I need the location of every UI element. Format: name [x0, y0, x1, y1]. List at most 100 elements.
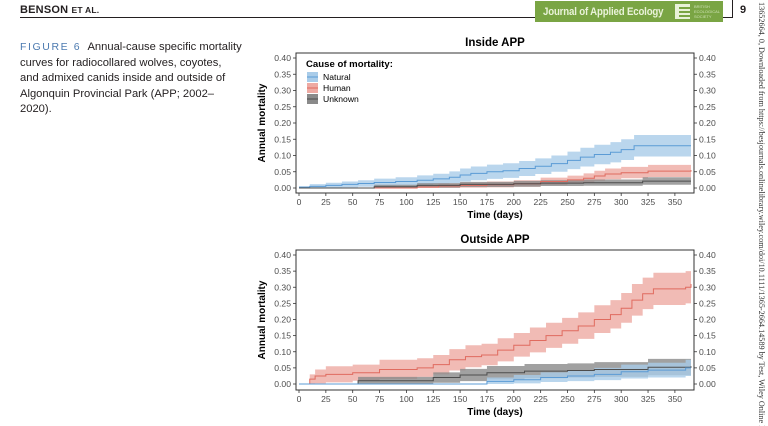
y-tick-label-right: 0.00	[699, 183, 716, 193]
x-tick-label: 350	[668, 197, 683, 207]
y-tick-label-left: 0.10	[274, 151, 291, 161]
y-tick-label-right: 0.30	[699, 86, 716, 96]
x-tick-label: 250	[560, 197, 575, 207]
page-divider	[732, 0, 733, 18]
y-tick-label-left: 0.05	[274, 363, 291, 373]
y-tick-label-left: 0.25	[274, 298, 291, 308]
y-axis-title: Annual mortality	[257, 83, 268, 162]
x-tick-label: 250	[560, 394, 575, 404]
y-tick-label-left: 0.15	[274, 134, 291, 144]
chart-title: Outside APP	[460, 234, 530, 246]
y-tick-label-left: 0.35	[274, 266, 291, 276]
y-tick-label-right: 0.30	[699, 282, 716, 292]
y-tick-label-right: 0.10	[699, 151, 716, 161]
figure-label: FIGURE 6	[20, 41, 82, 53]
y-tick-label-right: 0.35	[699, 69, 716, 79]
y-tick-label-right: 0.25	[699, 298, 716, 308]
y-tick-label-right: 0.20	[699, 315, 716, 325]
x-tick-label: 150	[453, 197, 468, 207]
author-suffix: ET AL.	[71, 5, 100, 15]
y-tick-label-right: 0.25	[699, 102, 716, 112]
header-rule	[20, 17, 535, 18]
x-tick-label: 200	[507, 197, 522, 207]
society-text: BRITISH ECOLOGICAL SOCIETY	[694, 4, 720, 19]
x-tick-label: 125	[426, 197, 441, 207]
x-tick-label: 350	[668, 394, 683, 404]
x-tick-label: 75	[375, 197, 385, 207]
y-tick-label-right: 0.05	[699, 363, 716, 373]
x-tick-label: 50	[348, 197, 358, 207]
step-line-natural	[299, 367, 691, 385]
author-name: BENSON	[20, 4, 69, 16]
step-line-human	[299, 170, 692, 189]
y-tick-label-left: 0.00	[274, 379, 291, 389]
x-tick-label: 325	[641, 197, 656, 207]
y-tick-label-right: 0.10	[699, 347, 716, 357]
society-logo-icon	[675, 4, 690, 19]
plot-frame	[295, 249, 695, 391]
running-head: BENSON ET AL.	[20, 4, 99, 16]
x-tick-label: 175	[480, 197, 495, 207]
x-tick-label: 100	[399, 394, 414, 404]
x-tick-label: 275	[587, 197, 602, 207]
y-tick-label-left: 0.10	[274, 347, 291, 357]
x-tick-label: 25	[321, 394, 331, 404]
legend-label-unknown: Unknown	[323, 94, 359, 104]
legend-label-natural: Natural	[323, 72, 351, 82]
x-tick-label: 100	[399, 197, 414, 207]
x-tick-label: 300	[614, 197, 629, 207]
y-tick-label-right: 0.15	[699, 134, 716, 144]
page-number: 9	[740, 4, 747, 16]
x-tick-label: 200	[507, 394, 522, 404]
x-tick-label: 50	[348, 394, 358, 404]
journal-name: Journal of Applied Ecology	[543, 5, 664, 18]
x-tick-label: 0	[297, 394, 302, 404]
x-tick-label: 175	[480, 394, 495, 404]
y-tick-label-left: 0.15	[274, 331, 291, 341]
header-rule-right	[723, 17, 732, 18]
x-tick-label: 225	[533, 394, 548, 404]
chart-title: Inside APP	[465, 37, 525, 49]
y-tick-label-left: 0.20	[274, 118, 291, 128]
x-tick-label: 0	[297, 197, 302, 207]
y-tick-label-left: 0.00	[274, 183, 291, 193]
ci-band-unknown	[299, 177, 691, 188]
journal-badge: Journal of Applied Ecology BRITISH ECOLO…	[535, 1, 723, 22]
x-axis-title: Time (days)	[467, 407, 522, 418]
chart-panel-outside-app: Outside APP 0.00 0.00 0.05 0.05 0.10 0.10 0.15 0…	[257, 234, 716, 418]
chart-panel-inside-app: Inside APP 0.00 0.00 0.05 0.05 0.10 0.10 0.15 0.…	[257, 37, 716, 221]
y-tick-label-right: 0.20	[699, 118, 716, 128]
x-tick-label: 125	[426, 394, 441, 404]
legend-title: Cause of mortality:	[306, 59, 393, 70]
y-tick-label-left: 0.05	[274, 167, 291, 177]
y-tick-label-left: 0.25	[274, 102, 291, 112]
y-tick-label-left: 0.30	[274, 282, 291, 292]
x-tick-label: 300	[614, 394, 629, 404]
legend-label-human: Human	[323, 83, 351, 93]
y-tick-label-right: 0.35	[699, 266, 716, 276]
y-tick-label-right: 0.40	[699, 53, 716, 63]
ci-band-human	[299, 267, 691, 384]
caption-text: Annual-cause specific mortality curves f…	[20, 41, 242, 115]
step-line-unknown	[299, 366, 692, 385]
ci-band-natural	[299, 135, 691, 188]
y-tick-label-left: 0.30	[274, 86, 291, 96]
x-tick-label: 325	[641, 394, 656, 404]
x-axis-title: Time (days)	[467, 210, 522, 221]
step-line-unknown	[299, 180, 691, 189]
y-tick-label-left: 0.40	[274, 250, 291, 260]
y-tick-label-right: 0.15	[699, 331, 716, 341]
x-tick-label: 275	[587, 394, 602, 404]
y-tick-label-right: 0.00	[699, 379, 716, 389]
step-line-natural	[299, 145, 691, 188]
x-tick-label: 75	[375, 394, 385, 404]
y-axis-title: Annual mortality	[257, 280, 268, 359]
ci-band-natural	[299, 358, 691, 384]
y-tick-label-right: 0.05	[699, 167, 716, 177]
y-tick-label-right: 0.40	[699, 250, 716, 260]
y-tick-label-left: 0.40	[274, 53, 291, 63]
y-tick-label-left: 0.35	[274, 69, 291, 79]
figure-caption: FIGURE 6 Annual-cause specific mortality…	[20, 40, 242, 118]
